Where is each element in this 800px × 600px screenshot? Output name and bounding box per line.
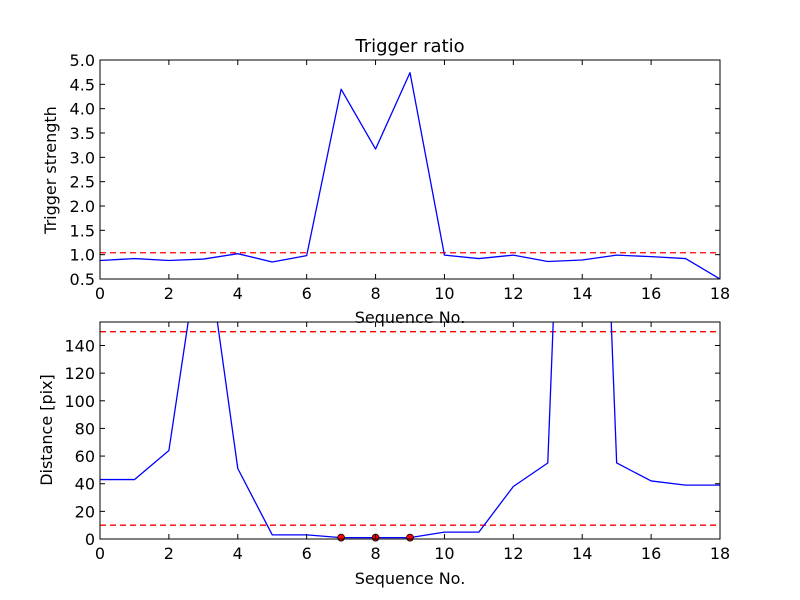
x-tick-label: 2 [164, 544, 174, 563]
x-tick-label: 8 [370, 284, 380, 303]
y-axis-ticks: 0 20 40 60 80 100 120 140 [64, 336, 720, 549]
y-tick-label: 3.5 [70, 124, 95, 143]
x-tick-label: 2 [164, 284, 174, 303]
x-tick-label: 10 [434, 544, 454, 563]
y-tick-label: 0 [85, 530, 95, 549]
threshold-lines [100, 331, 720, 526]
plot-frame [99, 321, 721, 540]
x-tick-label: 6 [302, 284, 312, 303]
series-line [100, 72, 720, 279]
x-axis-ticks: 0 2 4 6 8 10 12 14 16 18 [95, 322, 730, 563]
trigger-ratio-chart: Trigger ratio 0 2 4 6 8 10 12 14 16 18 0.5 1.0 1.5 2… [41, 36, 730, 327]
y-tick-label: 3.0 [70, 148, 95, 167]
series-lines [100, 72, 720, 279]
y-tick-label: 1.5 [70, 221, 95, 240]
y-tick-label: 80 [75, 419, 95, 438]
y-tick-label: 2.0 [70, 197, 95, 216]
distance-chart: 0 2 4 6 8 10 12 14 16 18 0 20 40 60 80 100 120 140 Seque… [37, 321, 730, 588]
x-axis-ticks: 0 2 4 6 8 10 12 14 16 18 [95, 60, 730, 303]
y-axis-label: Trigger strength [41, 106, 60, 235]
plot-frame [99, 59, 721, 280]
y-tick-label: 40 [75, 475, 95, 494]
x-tick-label: 16 [641, 544, 661, 563]
y-tick-label: 4.5 [70, 75, 95, 94]
y-axis-label: Distance [pix] [37, 374, 56, 486]
y-tick-label: 60 [75, 447, 95, 466]
y-tick-label: 5.0 [70, 51, 95, 70]
x-axis-label: Sequence No. [355, 308, 466, 327]
series-lines [100, 322, 720, 539]
chart-title: Trigger ratio [354, 36, 464, 57]
x-tick-label: 14 [572, 284, 592, 303]
data-marker [406, 533, 414, 542]
x-tick-label: 16 [641, 284, 661, 303]
x-tick-label: 12 [503, 284, 523, 303]
x-tick-label: 0 [95, 284, 105, 303]
y-tick-label: 140 [64, 336, 95, 355]
y-axis-ticks: 0.5 1.0 1.5 2.0 2.5 3.0 3.5 4.0 4.5 5.0 [70, 51, 720, 289]
y-tick-label: 0.5 [70, 270, 95, 289]
y-tick-label: 100 [64, 392, 95, 411]
x-tick-label: 6 [302, 544, 312, 563]
series-line [100, 322, 720, 539]
y-tick-label: 120 [64, 364, 95, 383]
x-tick-label: 12 [503, 544, 523, 563]
x-tick-label: 18 [710, 284, 730, 303]
x-tick-label: 4 [233, 284, 243, 303]
x-axis-label: Sequence No. [355, 569, 466, 588]
x-tick-label: 0 [95, 544, 105, 563]
y-tick-label: 1.0 [70, 246, 95, 265]
x-tick-label: 10 [434, 284, 454, 303]
y-tick-label: 2.5 [70, 173, 95, 192]
x-tick-label: 4 [233, 544, 243, 563]
x-tick-label: 8 [370, 544, 380, 563]
y-tick-label: 4.0 [70, 100, 95, 119]
x-tick-label: 18 [710, 544, 730, 563]
data-marker [337, 533, 346, 542]
x-tick-label: 14 [572, 544, 592, 563]
y-tick-label: 20 [75, 502, 95, 521]
